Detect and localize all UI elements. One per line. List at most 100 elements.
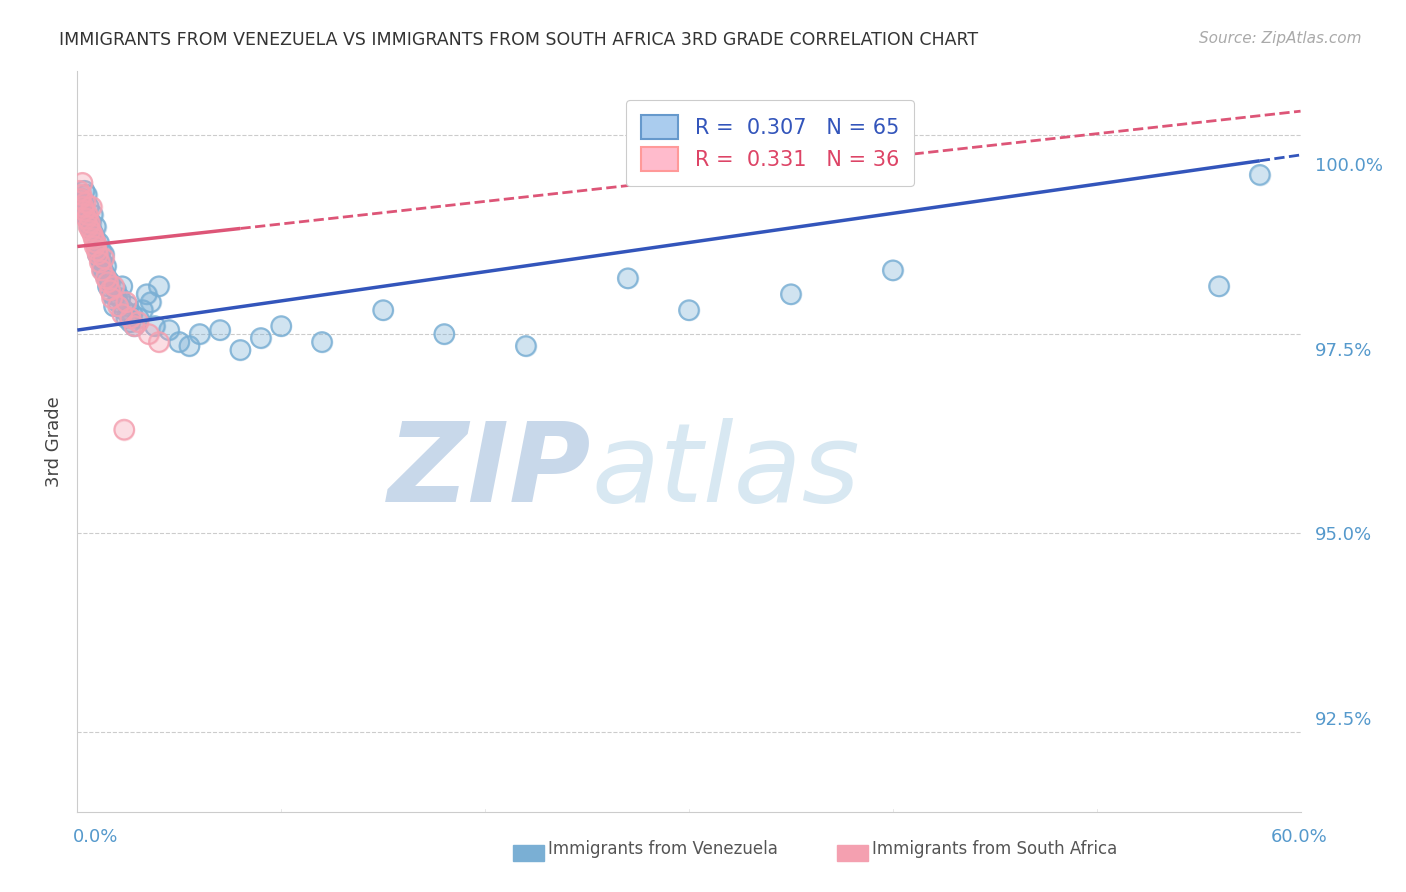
Point (208, 323, 231, 337)
Point (127, 311, 149, 326)
Text: atlas: atlas (591, 417, 859, 524)
Point (83, 231, 105, 245)
Point (84, 235, 107, 250)
Point (72, 200, 94, 214)
Point (105, 283, 128, 297)
Point (86, 244, 108, 258)
Point (69, 203, 91, 218)
Point (127, 315, 149, 329)
Point (678, 303, 700, 318)
Text: Source: ZipAtlas.com: Source: ZipAtlas.com (1198, 31, 1361, 46)
Point (157, 323, 180, 337)
Point (148, 334, 170, 349)
Point (882, 263, 904, 277)
Point (617, 271, 640, 285)
Point (83, 239, 105, 253)
Point (75, 208, 97, 222)
Point (83, 227, 105, 242)
Point (79, 223, 101, 237)
Point (75, 195, 97, 210)
Point (72, 200, 94, 214)
Point (97, 276, 120, 290)
Point (121, 307, 143, 321)
Point (72, 195, 94, 210)
Point (94, 268, 117, 282)
Point (98, 283, 121, 297)
Point (101, 287, 124, 301)
Point (91, 263, 114, 277)
Point (229, 343, 252, 357)
Point (107, 295, 129, 310)
Point (73, 203, 96, 218)
Point (139, 295, 162, 310)
Point (111, 279, 134, 293)
Point (79, 216, 101, 230)
Point (188, 327, 211, 342)
Point (94, 271, 117, 285)
Text: 60.0%: 60.0% (1271, 828, 1327, 846)
Point (76, 211, 98, 226)
Point (70, 187, 93, 202)
Point (131, 303, 153, 318)
Point (77, 200, 100, 214)
Point (72, 200, 94, 214)
Point (112, 303, 135, 318)
Point (120, 311, 142, 326)
Point (69, 192, 91, 206)
Point (70, 187, 93, 202)
Point (72, 176, 94, 190)
Point (69, 192, 91, 206)
Point (148, 279, 170, 293)
Point (111, 307, 134, 321)
Point (515, 339, 537, 353)
Point (157, 323, 180, 337)
Point (117, 299, 139, 313)
Point (93, 247, 115, 261)
Point (91, 263, 114, 277)
Text: IMMIGRANTS FROM VENEZUELA VS IMMIGRANTS FROM SOUTH AFRICA 3RD GRADE CORRELATION : IMMIGRANTS FROM VENEZUELA VS IMMIGRANTS … (59, 31, 979, 49)
Point (83, 231, 105, 245)
Point (1208, 279, 1230, 293)
Point (112, 423, 135, 437)
Point (90, 244, 112, 258)
Point (111, 307, 134, 321)
Point (82, 208, 104, 222)
Point (97, 276, 120, 290)
Point (101, 291, 124, 305)
Point (93, 252, 115, 266)
Point (94, 271, 117, 285)
Point (96, 271, 118, 285)
Point (1249, 168, 1271, 182)
Point (371, 303, 394, 318)
Point (121, 307, 143, 321)
Y-axis label: 3rd Grade: 3rd Grade (45, 396, 63, 487)
Point (124, 319, 146, 334)
Point (84, 219, 107, 234)
Point (77, 219, 100, 234)
Text: Immigrants from South Africa: Immigrants from South Africa (872, 840, 1116, 858)
Point (89, 252, 111, 266)
Point (79, 219, 101, 234)
Point (98, 283, 121, 297)
Point (1249, 168, 1271, 182)
Point (79, 216, 101, 230)
Point (115, 311, 138, 326)
Point (76, 211, 98, 226)
Point (96, 271, 118, 285)
Point (76, 211, 98, 226)
Point (83, 239, 105, 253)
Point (169, 334, 191, 349)
Point (93, 247, 115, 261)
Point (120, 315, 142, 329)
Point (90, 263, 112, 277)
Point (67, 184, 90, 198)
Point (87, 247, 110, 261)
Point (433, 327, 456, 342)
Point (311, 334, 333, 349)
Point (101, 287, 124, 301)
Point (80, 200, 103, 214)
Point (135, 287, 157, 301)
Point (115, 311, 138, 326)
Point (86, 244, 108, 258)
Point (73, 184, 96, 198)
